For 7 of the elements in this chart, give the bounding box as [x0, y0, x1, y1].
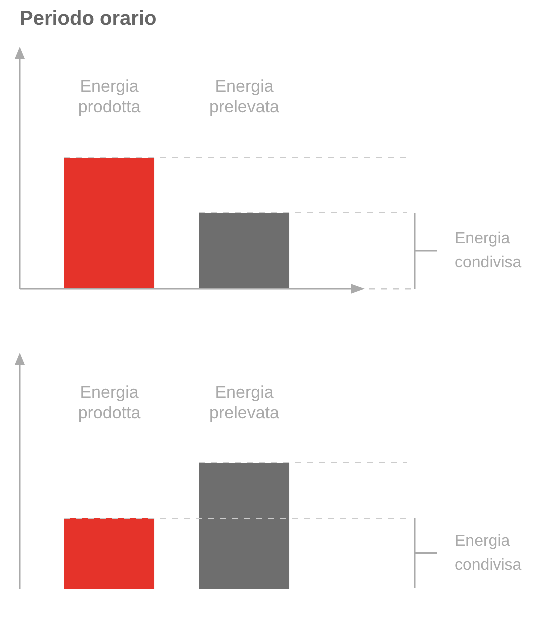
text: Energia condivisa — [455, 533, 522, 574]
text: Energia condivisa — [455, 230, 522, 272]
x-tick-label: Energia prelevata — [210, 76, 280, 116]
chart-title: Periodo orario — [20, 8, 158, 31]
x-tick-label: Energia prelevata — [210, 382, 280, 422]
x-tick-label: Energia prodotta — [78, 382, 142, 422]
x-tick-label: Energia prodotta — [78, 76, 142, 116]
